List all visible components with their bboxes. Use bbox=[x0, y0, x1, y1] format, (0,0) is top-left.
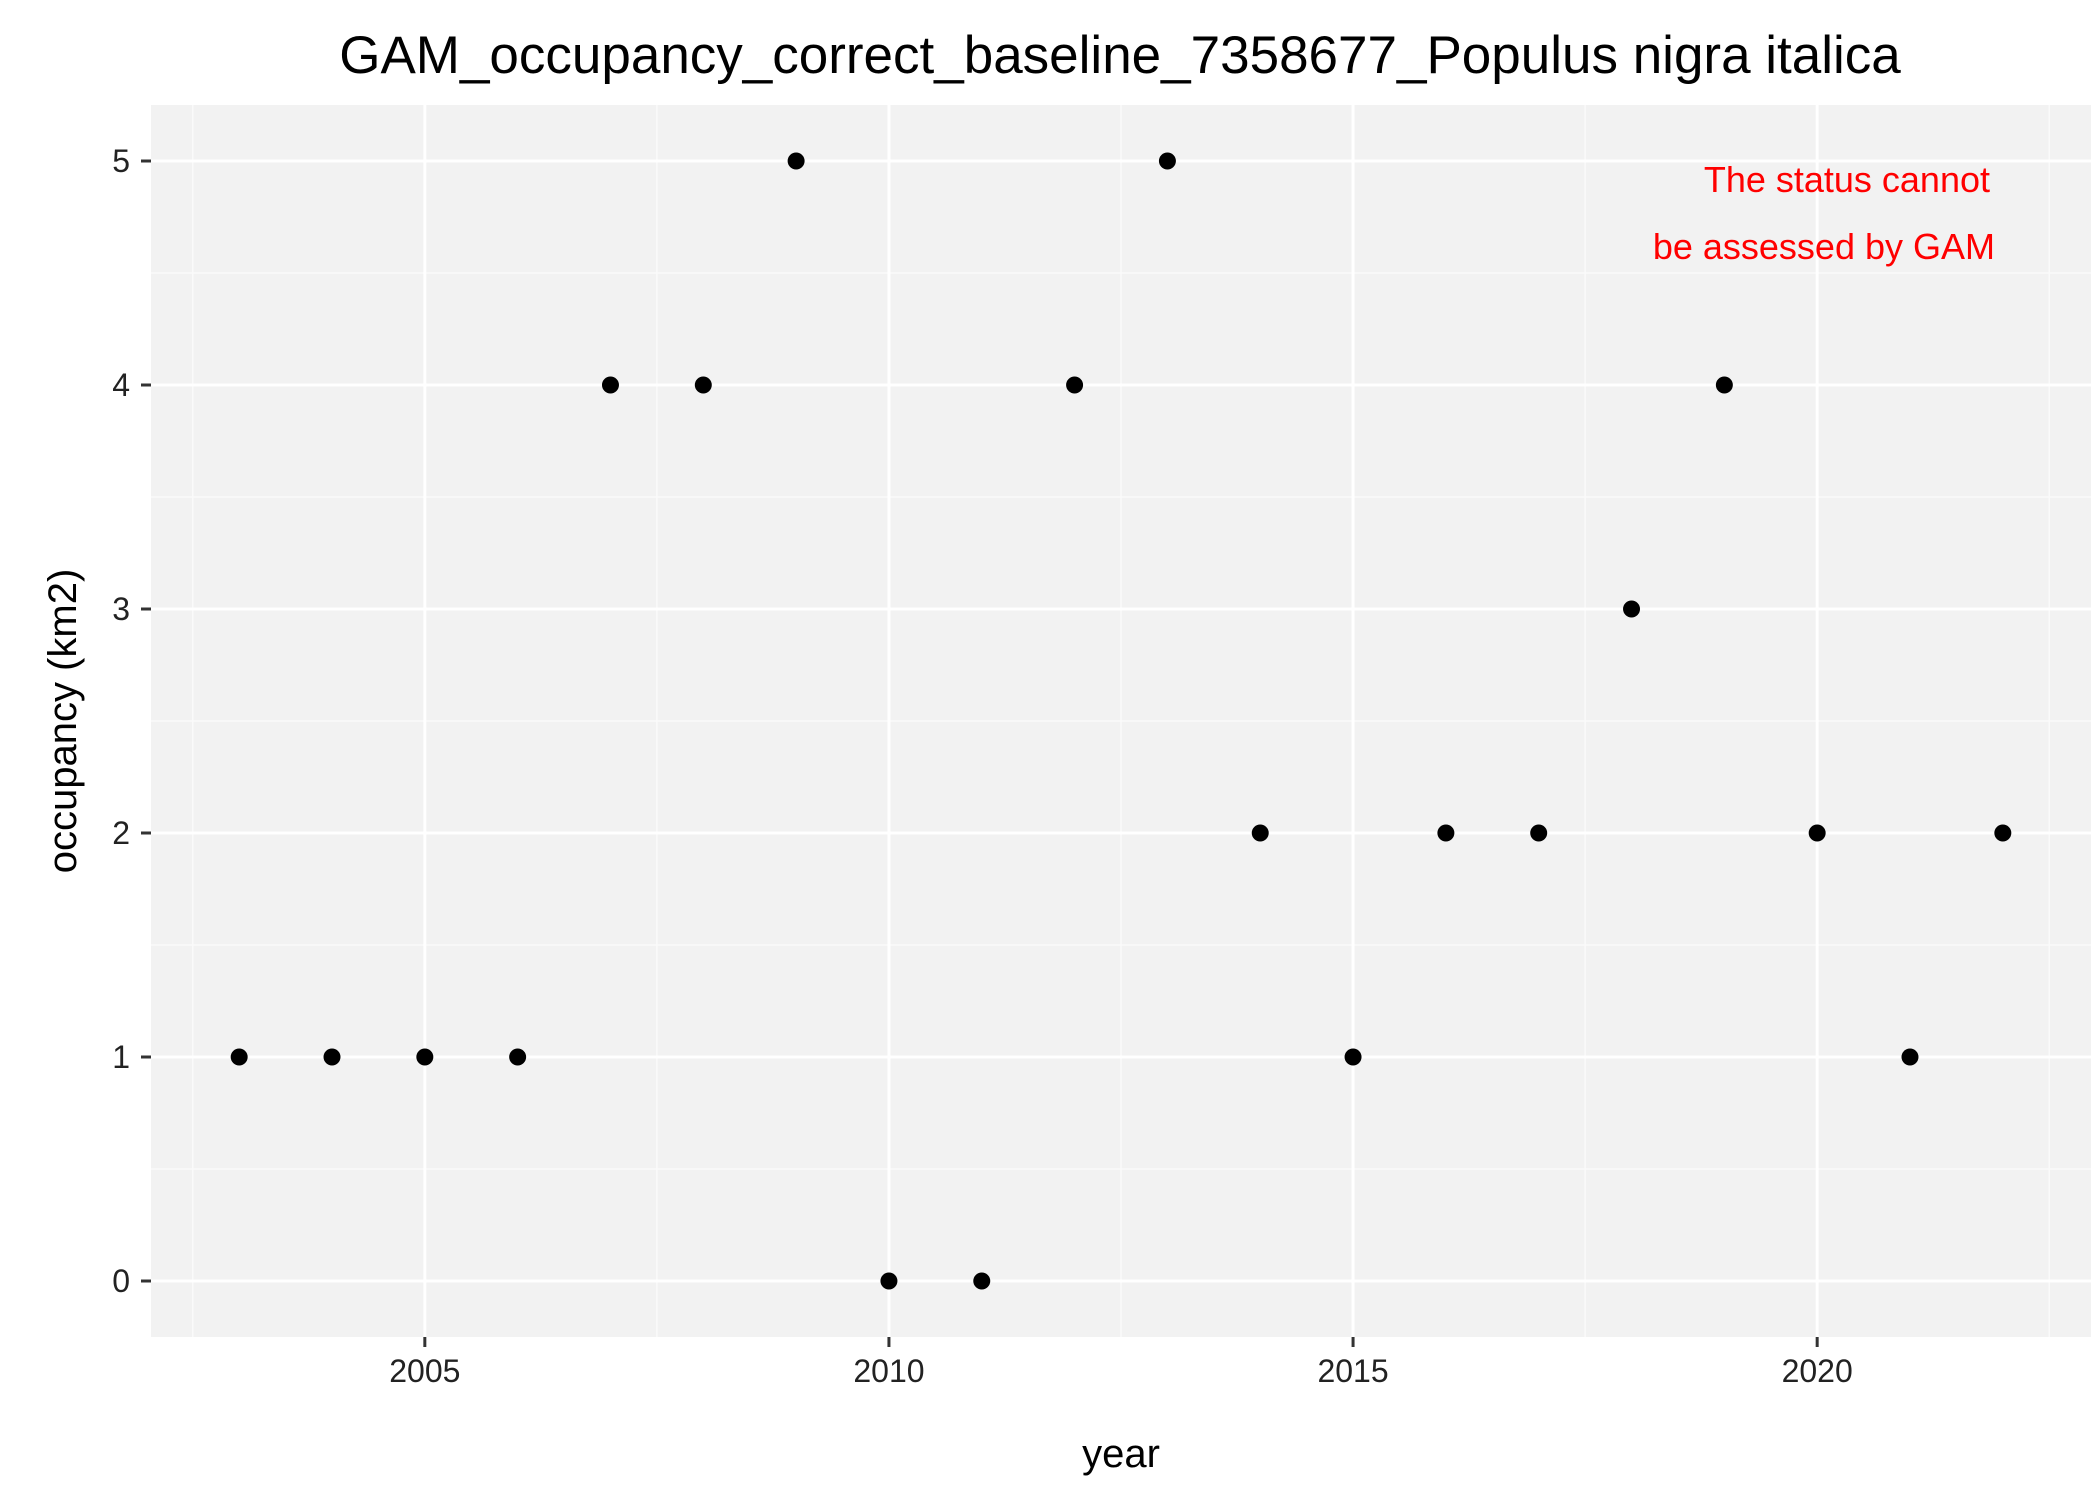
data-point bbox=[1251, 824, 1269, 842]
data-point bbox=[323, 1048, 341, 1066]
data-point bbox=[1437, 824, 1455, 842]
data-point bbox=[1623, 600, 1641, 618]
scatter-points bbox=[230, 152, 2012, 1290]
data-point bbox=[1994, 824, 2012, 842]
x-tick-label: 2015 bbox=[1317, 1353, 1388, 1389]
y-tick-label: 3 bbox=[112, 591, 130, 627]
x-axis: 2005 2010 2015 2020 bbox=[389, 1337, 1853, 1389]
x-tick-label: 2005 bbox=[389, 1353, 460, 1389]
y-axis-title: occupancy (km2) bbox=[41, 569, 85, 874]
data-point bbox=[230, 1048, 248, 1066]
major-gridlines bbox=[151, 105, 2091, 1337]
data-point bbox=[694, 376, 712, 394]
y-tick-label: 2 bbox=[112, 815, 130, 851]
data-point bbox=[1808, 824, 1826, 842]
chart-title: GAM_occupancy_correct_baseline_7358677_P… bbox=[339, 26, 1901, 85]
minor-gridlines bbox=[151, 105, 2091, 1337]
data-point bbox=[601, 376, 619, 394]
annotation-line-2: be assessed by GAM bbox=[1653, 226, 1995, 267]
data-point bbox=[880, 1272, 898, 1290]
y-tick-label: 5 bbox=[112, 143, 130, 179]
data-point bbox=[1530, 824, 1548, 842]
data-point bbox=[1901, 1048, 1919, 1066]
data-point bbox=[1066, 376, 1084, 394]
data-point bbox=[973, 1272, 991, 1290]
y-axis: 0 1 2 3 4 5 bbox=[112, 143, 151, 1299]
data-point bbox=[787, 152, 805, 170]
data-point bbox=[1158, 152, 1176, 170]
x-tick-label: 2020 bbox=[1782, 1353, 1853, 1389]
data-point bbox=[1344, 1048, 1362, 1066]
data-point bbox=[1715, 376, 1733, 394]
y-tick-label: 1 bbox=[112, 1039, 130, 1075]
annotation-line-1: The status cannot bbox=[1704, 159, 1990, 200]
data-point bbox=[416, 1048, 434, 1066]
x-tick-label: 2010 bbox=[853, 1353, 924, 1389]
x-axis-title: year bbox=[1082, 1432, 1160, 1476]
data-point bbox=[509, 1048, 527, 1066]
status-annotation: The status cannot be assessed by GAM bbox=[1653, 159, 1995, 267]
y-tick-label: 0 bbox=[112, 1263, 130, 1299]
y-tick-label: 4 bbox=[112, 367, 130, 403]
